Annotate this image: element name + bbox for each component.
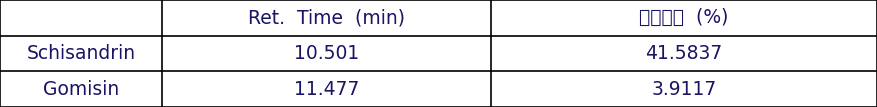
- Text: 41.5837: 41.5837: [645, 44, 723, 63]
- Text: 3.9117: 3.9117: [652, 80, 717, 99]
- Text: 11.477: 11.477: [294, 80, 360, 99]
- Text: Gomisin: Gomisin: [43, 80, 119, 99]
- Text: Schisandrin: Schisandrin: [26, 44, 136, 63]
- Text: 상대함량  (%): 상대함량 (%): [639, 8, 729, 27]
- Text: Ret.  Time  (min): Ret. Time (min): [248, 8, 405, 27]
- Text: 10.501: 10.501: [294, 44, 360, 63]
